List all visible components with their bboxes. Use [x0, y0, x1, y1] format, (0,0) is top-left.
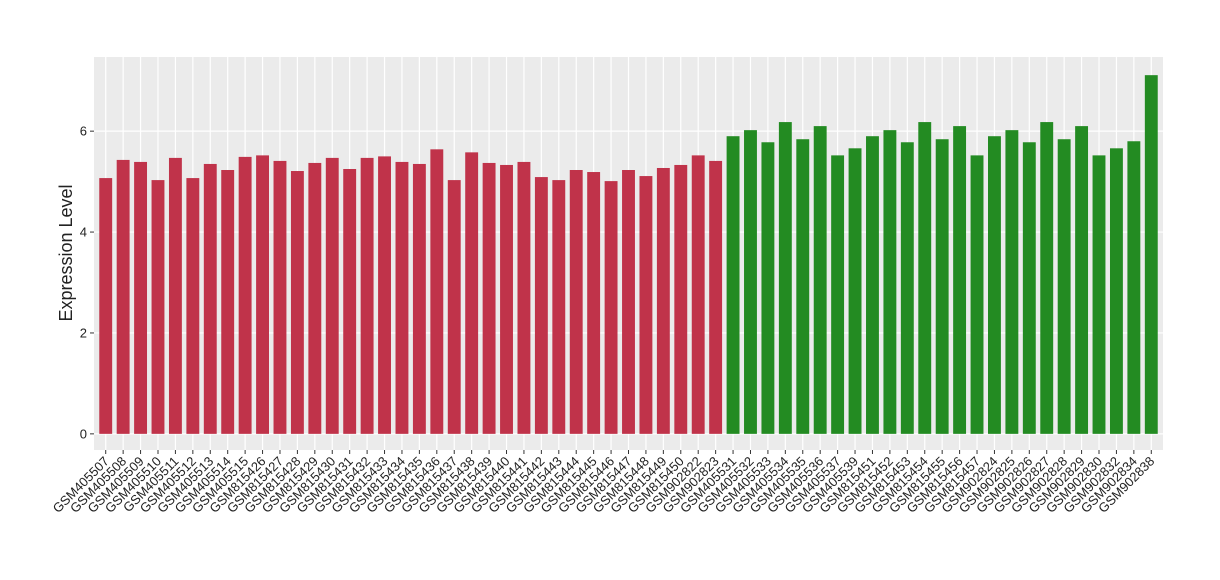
bar	[395, 161, 409, 434]
y-tick-label: 2	[80, 325, 87, 340]
bar	[447, 180, 461, 434]
bar	[674, 164, 688, 434]
bar	[360, 157, 374, 434]
bar	[970, 155, 984, 434]
bar	[482, 162, 496, 434]
bar	[935, 139, 949, 434]
bar	[500, 164, 513, 434]
bar	[1057, 139, 1071, 434]
bar	[1022, 142, 1036, 434]
bar	[134, 161, 148, 434]
bar	[900, 142, 914, 434]
bar	[534, 177, 548, 434]
bar	[552, 180, 566, 434]
bar	[99, 178, 113, 434]
bar	[639, 176, 653, 434]
bar	[848, 148, 862, 434]
bar	[238, 156, 252, 434]
bar	[186, 178, 200, 434]
bar	[744, 130, 757, 434]
bar	[378, 156, 391, 434]
bar	[883, 130, 897, 434]
bar	[1127, 141, 1141, 434]
bar	[412, 163, 426, 434]
bar	[778, 122, 792, 434]
bar	[308, 162, 322, 434]
bar	[656, 167, 670, 434]
bar	[761, 142, 775, 434]
y-tick-label: 4	[80, 225, 87, 240]
bar	[256, 155, 269, 434]
bar	[1109, 148, 1123, 434]
bar	[988, 136, 1001, 434]
bar	[517, 161, 531, 434]
bar	[221, 170, 235, 434]
bar	[151, 180, 165, 434]
bar	[465, 152, 479, 434]
bar	[726, 136, 740, 434]
bar	[604, 181, 618, 434]
y-tick-label: 6	[80, 124, 87, 139]
bar	[273, 160, 287, 434]
bar	[691, 155, 705, 434]
y-axis-label: Expression Level	[56, 184, 76, 321]
bar	[430, 149, 444, 434]
bar	[168, 157, 182, 434]
bar	[290, 171, 304, 434]
bar	[953, 126, 967, 434]
bar	[569, 170, 583, 434]
bar	[116, 159, 130, 434]
bar	[709, 160, 723, 434]
bar	[343, 168, 357, 434]
bar	[918, 122, 932, 434]
bar	[796, 139, 810, 434]
bar	[325, 157, 339, 434]
bar	[831, 155, 845, 434]
bar	[813, 126, 827, 434]
bar	[1144, 75, 1158, 434]
bar	[587, 172, 601, 434]
y-tick-label: 0	[80, 426, 87, 441]
bar	[1075, 126, 1089, 434]
bar	[1005, 130, 1019, 434]
bar	[1040, 122, 1054, 434]
bar	[622, 170, 635, 434]
bar	[866, 136, 879, 434]
bar	[203, 163, 217, 434]
bar	[1092, 155, 1106, 434]
